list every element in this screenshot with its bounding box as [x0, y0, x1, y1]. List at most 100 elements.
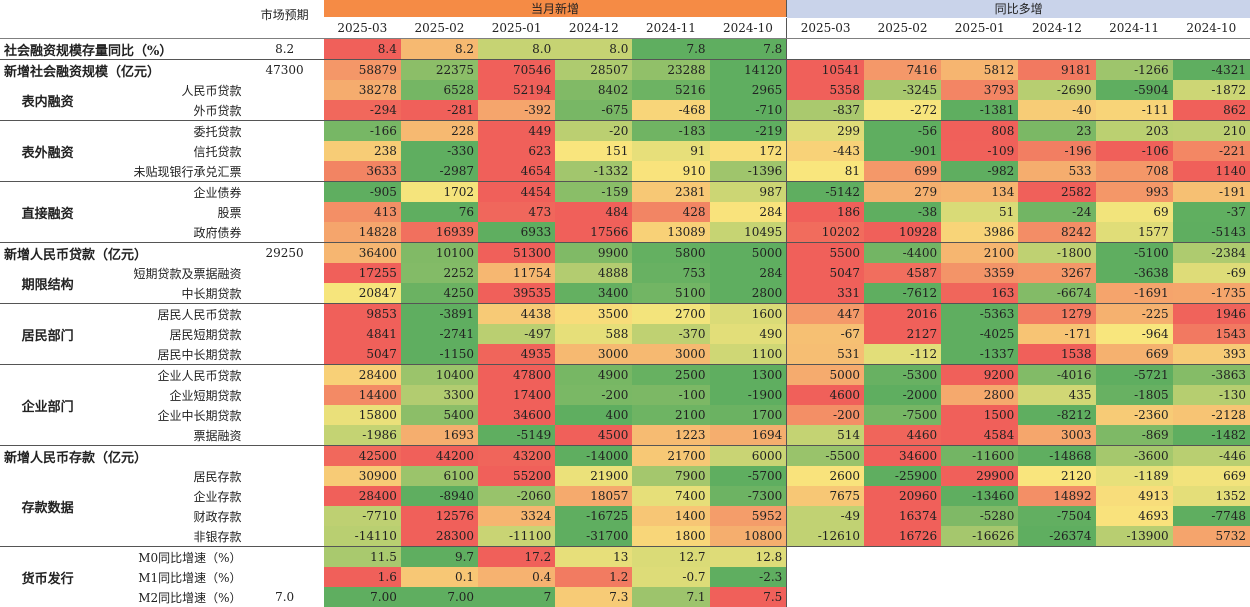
yoy-cell: 4600 [787, 385, 864, 405]
market-expectation-cell [246, 263, 324, 283]
current-month-cell: 1.6 [324, 567, 401, 587]
item-label: 居民存款 [95, 466, 245, 486]
yoy-cell: -25900 [864, 466, 941, 486]
yoy-cell: -106 [1096, 141, 1173, 161]
yoy-cell: -1266 [1096, 60, 1173, 81]
yoy-cell: -4016 [1018, 365, 1095, 386]
current-month-cell: 43200 [478, 446, 555, 467]
current-month-cell: -5149 [478, 425, 555, 446]
current-month-cell: 1400 [632, 506, 709, 526]
yoy-cell: 669 [1173, 466, 1250, 486]
current-month-cell: 14400 [324, 385, 401, 405]
current-month-cell: 3000 [555, 344, 632, 365]
current-month-cell: -2.3 [710, 567, 787, 587]
month-header: 2024-11 [632, 18, 709, 39]
yoy-cell: 7675 [787, 486, 864, 506]
current-month-cell: 34600 [478, 405, 555, 425]
yoy-cell: 3359 [941, 263, 1018, 283]
current-month-cell: 7.8 [632, 39, 709, 60]
month-header: 2025-02 [864, 18, 941, 39]
current-month-cell: 36400 [324, 243, 401, 264]
yoy-cell: -1691 [1096, 283, 1173, 304]
empty-cell [1173, 567, 1250, 587]
month-header: 2024-12 [1018, 18, 1095, 39]
yoy-cell: -11600 [941, 446, 1018, 467]
current-month-cell: 28400 [324, 486, 401, 506]
current-month-cell: 8.2 [401, 39, 478, 60]
current-month-cell: 4841 [324, 324, 401, 344]
market-expectation-cell [246, 222, 324, 243]
current-month-cell: 3300 [401, 385, 478, 405]
yoy-cell: -869 [1096, 425, 1173, 446]
item-label: 非银存款 [95, 526, 245, 547]
yoy-cell: 20960 [864, 486, 941, 506]
current-month-cell: 2965 [710, 80, 787, 100]
yoy-cell: 2016 [864, 304, 941, 325]
yoy-cell: 2120 [1018, 466, 1095, 486]
current-month-cell: 3324 [478, 506, 555, 526]
yoy-cell: 14892 [1018, 486, 1095, 506]
current-month-cell: 21900 [555, 466, 632, 486]
current-month-cell: -2741 [401, 324, 478, 344]
yoy-cell: 5000 [787, 365, 864, 386]
group-label: 存款数据 [0, 466, 95, 547]
current-month-cell: 17255 [324, 263, 401, 283]
yoy-cell: 3986 [941, 222, 1018, 243]
yoy-cell: 163 [941, 283, 1018, 304]
current-month-cell: 0.4 [478, 567, 555, 587]
yoy-cell: 331 [787, 283, 864, 304]
section-label: 新增人民币存款（亿元） [0, 446, 246, 467]
market-expectation-cell [246, 100, 324, 121]
group-label: 直接融资 [0, 182, 95, 243]
empty-cell [787, 547, 864, 568]
current-month-cell: 22375 [401, 60, 478, 81]
market-expectation-cell [246, 365, 324, 386]
yoy-cell: 5500 [787, 243, 864, 264]
current-month-cell: 2800 [710, 283, 787, 304]
month-header: 2025-03 [324, 18, 401, 39]
yoy-cell: 1500 [941, 405, 1018, 425]
current-month-cell: 2252 [401, 263, 478, 283]
yoy-cell: -1189 [1096, 466, 1173, 486]
current-month-cell: 8.0 [478, 39, 555, 60]
item-label: 未贴现银行承兑汇票 [95, 161, 245, 182]
current-month-cell: 5952 [710, 506, 787, 526]
market-expectation-cell [246, 324, 324, 344]
current-month-cell: 484 [555, 202, 632, 222]
current-month-cell: 10100 [401, 243, 478, 264]
current-month-cell: 11754 [478, 263, 555, 283]
yoy-cell: -5904 [1096, 80, 1173, 100]
yoy-cell: -24 [1018, 202, 1095, 222]
item-label: 财政存款 [95, 506, 245, 526]
yoy-cell: -171 [1018, 324, 1095, 344]
current-month-cell: -1900 [710, 385, 787, 405]
yoy-cell: -16626 [941, 526, 1018, 547]
item-label: 信托贷款 [95, 141, 245, 161]
yoy-cell: -200 [787, 405, 864, 425]
current-month-cell: -1396 [710, 161, 787, 182]
market-expectation-cell [246, 446, 324, 467]
current-month-cell: 23288 [632, 60, 709, 81]
current-month-cell: 51300 [478, 243, 555, 264]
current-month-cell: 2381 [632, 182, 709, 203]
item-label: M2同比增速（%） [95, 587, 245, 607]
empty-cell [941, 39, 1018, 60]
current-month-cell: -294 [324, 100, 401, 121]
yoy-cell: -191 [1173, 182, 1250, 203]
current-month-cell: 449 [478, 121, 555, 142]
yoy-cell: -14868 [1018, 446, 1095, 467]
current-month-cell: 10800 [710, 526, 787, 547]
yoy-cell: -272 [864, 100, 941, 121]
yoy-cell: -221 [1173, 141, 1250, 161]
current-month-cell: 7400 [632, 486, 709, 506]
current-month-cell: 28400 [324, 365, 401, 386]
yoy-cell: -26374 [1018, 526, 1095, 547]
current-month-cell: 15800 [324, 405, 401, 425]
item-label: 企业存款 [95, 486, 245, 506]
